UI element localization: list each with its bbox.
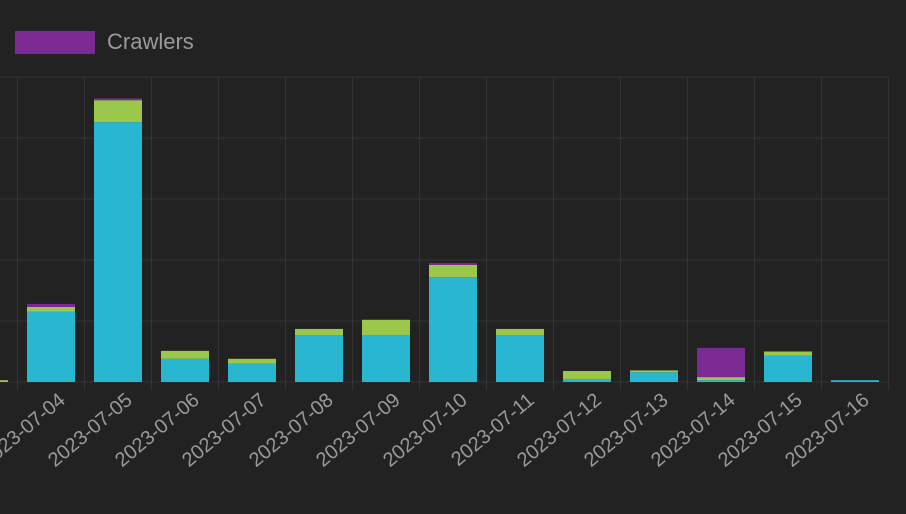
bar-segment	[496, 328, 544, 336]
bar-segment	[27, 303, 75, 307]
bar-segment	[630, 372, 678, 382]
bar-segment	[0, 380, 8, 382]
bar-segment	[94, 100, 142, 123]
bar-segment	[496, 335, 544, 382]
bar-segment	[697, 380, 745, 382]
bar-segment	[161, 350, 209, 359]
bar-segment	[362, 335, 410, 382]
bar-segment	[295, 335, 343, 382]
bar-segment	[228, 358, 276, 364]
bar-segment	[295, 328, 343, 336]
bar-segment	[429, 263, 477, 265]
bar-segment	[94, 98, 142, 101]
bar-segment	[697, 347, 745, 378]
bar-segment	[764, 351, 812, 356]
bar-segment	[563, 371, 611, 379]
bar-segment	[228, 363, 276, 382]
bar-segment	[429, 277, 477, 382]
bar-segment	[362, 319, 410, 336]
bar-segment	[429, 264, 477, 278]
bar-segment	[697, 377, 745, 381]
bar-segment	[831, 380, 879, 382]
legend-swatch	[15, 31, 95, 54]
bar-segment	[94, 122, 142, 382]
bar-segment	[630, 370, 678, 373]
bar-segment	[27, 306, 75, 312]
bar-segment	[27, 311, 75, 382]
bar-segment	[764, 355, 812, 382]
bar-segment	[563, 378, 611, 382]
legend-label: Crawlers	[107, 29, 194, 54]
bar-segment	[161, 358, 209, 382]
